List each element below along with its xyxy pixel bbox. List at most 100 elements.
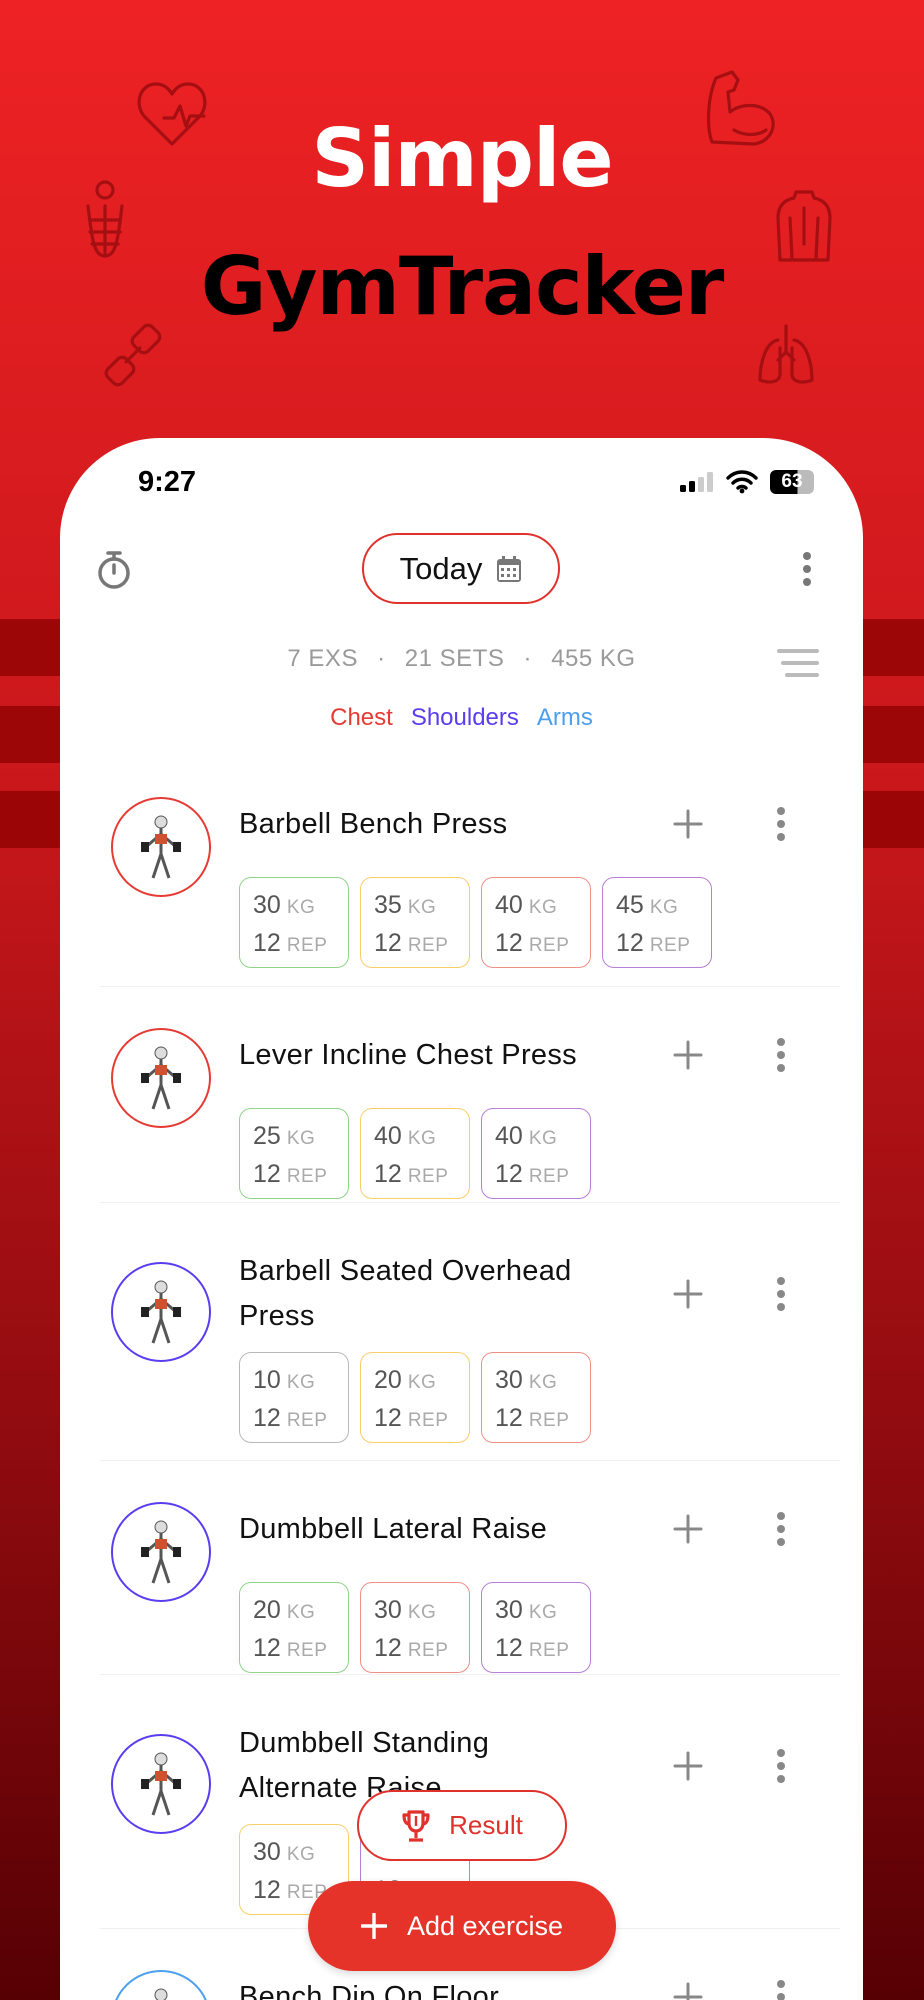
date-picker-button[interactable]: Today bbox=[362, 533, 560, 604]
set-chip[interactable]: 30 KG 12 REP bbox=[481, 1352, 591, 1443]
add-exercise-button[interactable]: Add exercise bbox=[308, 1881, 616, 1971]
exercise-name[interactable]: Barbell Bench Press bbox=[239, 802, 639, 847]
exercise-name[interactable]: Barbell Seated Overhead Press bbox=[239, 1249, 639, 1339]
exercise-name[interactable]: Lever Incline Chest Press bbox=[239, 1033, 639, 1078]
exercise-thumbnail[interactable] bbox=[111, 1734, 211, 1834]
exercise-more-button[interactable] bbox=[775, 1746, 787, 1786]
battery-indicator: 63 bbox=[770, 470, 814, 494]
set-chip[interactable]: 20 KG 12 REP bbox=[239, 1582, 349, 1673]
set-chip[interactable]: 40 KG 12 REP bbox=[481, 877, 591, 968]
add-exercise-label: Add exercise bbox=[406, 1910, 564, 1941]
reps-unit: REP bbox=[528, 1166, 570, 1187]
weight-row: 35 KG bbox=[374, 886, 469, 924]
set-chip[interactable]: 30 KG 12 REP bbox=[481, 1582, 591, 1673]
exercise-item[interactable]: Dumbbell Lateral Raise 20 KG 12 REP 30 KG 12 REP… bbox=[60, 1495, 863, 1725]
tag-arms[interactable]: Arms bbox=[536, 704, 593, 731]
set-weight: 40 bbox=[495, 1122, 523, 1150]
exercise-name-line: Barbell Seated Overhead bbox=[239, 1255, 572, 1287]
exercise-thumbnail[interactable] bbox=[111, 1502, 211, 1602]
set-reps: 12 bbox=[495, 929, 523, 957]
stopwatch-icon[interactable] bbox=[96, 550, 132, 590]
set-reps: 12 bbox=[374, 929, 402, 957]
add-set-button[interactable] bbox=[672, 1513, 704, 1545]
reps-unit: REP bbox=[286, 1640, 328, 1661]
exercise-figure-icon bbox=[154, 1988, 168, 2000]
exercise-figure-icon bbox=[141, 815, 181, 879]
exercise-more-button[interactable] bbox=[775, 804, 787, 844]
set-weight: 10 bbox=[253, 1366, 281, 1394]
exercise-figure-icon bbox=[141, 1520, 181, 1584]
add-set-button[interactable] bbox=[672, 1750, 704, 1782]
set-chip[interactable]: 40 KG 12 REP bbox=[481, 1108, 591, 1199]
heartbeat-icon bbox=[137, 82, 207, 146]
set-weight: 20 bbox=[374, 1366, 402, 1394]
weight-unit: KG bbox=[407, 1372, 437, 1393]
weight-row: 25 KG bbox=[253, 1117, 348, 1155]
reorder-icon[interactable] bbox=[777, 648, 819, 678]
exercise-name-line: Lever Incline Chest Press bbox=[239, 1039, 577, 1071]
weight-row: 40 KG bbox=[374, 1117, 469, 1155]
tag-shoulders[interactable]: Shoulders bbox=[410, 704, 519, 731]
set-reps: 12 bbox=[253, 1160, 281, 1188]
weight-row: 30 KG bbox=[253, 886, 348, 924]
set-chip[interactable]: 40 KG 12 REP bbox=[360, 1108, 470, 1199]
more-vertical-icon bbox=[777, 1277, 785, 1311]
exercise-name[interactable]: Bench Dip On Floor bbox=[239, 1975, 639, 2000]
add-set-button[interactable] bbox=[672, 1278, 704, 1310]
set-chip[interactable]: 25 KG 12 REP bbox=[239, 1108, 349, 1199]
more-vertical-icon bbox=[777, 1512, 785, 1546]
weight-unit: KG bbox=[286, 1372, 316, 1393]
more-vertical-icon bbox=[777, 1980, 785, 2000]
more-vertical-icon[interactable] bbox=[801, 551, 813, 587]
exercise-more-button[interactable] bbox=[775, 1977, 787, 2000]
exercise-item[interactable]: Barbell Seated Overhead Press 10 KG 12 REP 20 K… bbox=[60, 1237, 863, 1497]
exercise-count: 7 EXS bbox=[287, 645, 358, 672]
promo-title-line1: Simple bbox=[311, 112, 613, 205]
exercise-name-line: Barbell Bench Press bbox=[239, 808, 508, 840]
add-set-button[interactable] bbox=[672, 1981, 704, 2000]
weight-unit: KG bbox=[286, 1128, 316, 1149]
battery-level: 63 bbox=[781, 471, 803, 492]
exercise-item[interactable]: Lever Incline Chest Press 25 KG 12 REP 40 KG 12… bbox=[60, 1021, 863, 1251]
promo-title-line2: GymTracker bbox=[200, 240, 725, 333]
exercise-thumbnail[interactable] bbox=[111, 1262, 211, 1362]
weight-row: 45 KG bbox=[616, 886, 711, 924]
result-button[interactable]: Result bbox=[357, 1790, 567, 1861]
exercise-name[interactable]: Dumbbell Lateral Raise bbox=[239, 1507, 639, 1552]
set-chip[interactable]: 45 KG 12 REP bbox=[602, 877, 712, 968]
exercise-more-button[interactable] bbox=[775, 1509, 787, 1549]
set-chip[interactable]: 10 KG 12 REP bbox=[239, 1352, 349, 1443]
tag-chest[interactable]: Chest bbox=[330, 704, 393, 731]
set-chip[interactable]: 35 KG 12 REP bbox=[360, 877, 470, 968]
exercise-item[interactable]: Dumbbell Standing Alternate Raise 30 KG 12 RE… bbox=[60, 1709, 863, 1969]
exercise-thumbnail[interactable] bbox=[111, 797, 211, 897]
exercise-thumbnail[interactable] bbox=[111, 1028, 211, 1128]
set-reps: 12 bbox=[253, 929, 281, 957]
set-chip[interactable]: 20 KG 12 REP bbox=[360, 1352, 470, 1443]
add-set-button[interactable] bbox=[672, 808, 704, 840]
exercise-more-button[interactable] bbox=[775, 1035, 787, 1075]
exercise-more-button[interactable] bbox=[775, 1274, 787, 1314]
exercise-item[interactable]: Bench Dip On Floor bbox=[60, 1963, 863, 2000]
more-vertical-icon bbox=[777, 1749, 785, 1783]
back-torso-icon bbox=[776, 190, 832, 262]
reps-unit: REP bbox=[407, 1640, 449, 1661]
set-reps: 12 bbox=[495, 1160, 523, 1188]
exercise-thumbnail[interactable] bbox=[111, 1970, 211, 2000]
exercise-item[interactable]: Barbell Bench Press 30 KG 12 REP 35 KG 12 REP 40 K… bbox=[60, 790, 863, 1020]
set-chip[interactable]: 30 KG 12 REP bbox=[360, 1582, 470, 1673]
set-reps: 12 bbox=[253, 1634, 281, 1662]
weight-row: 40 KG bbox=[495, 1117, 590, 1155]
add-set-button[interactable] bbox=[672, 1039, 704, 1071]
set-reps: 12 bbox=[374, 1404, 402, 1432]
set-reps: 12 bbox=[616, 929, 644, 957]
divider bbox=[100, 1674, 840, 1675]
set-chip[interactable]: 30 KG 12 REP bbox=[239, 877, 349, 968]
divider bbox=[100, 1202, 840, 1203]
